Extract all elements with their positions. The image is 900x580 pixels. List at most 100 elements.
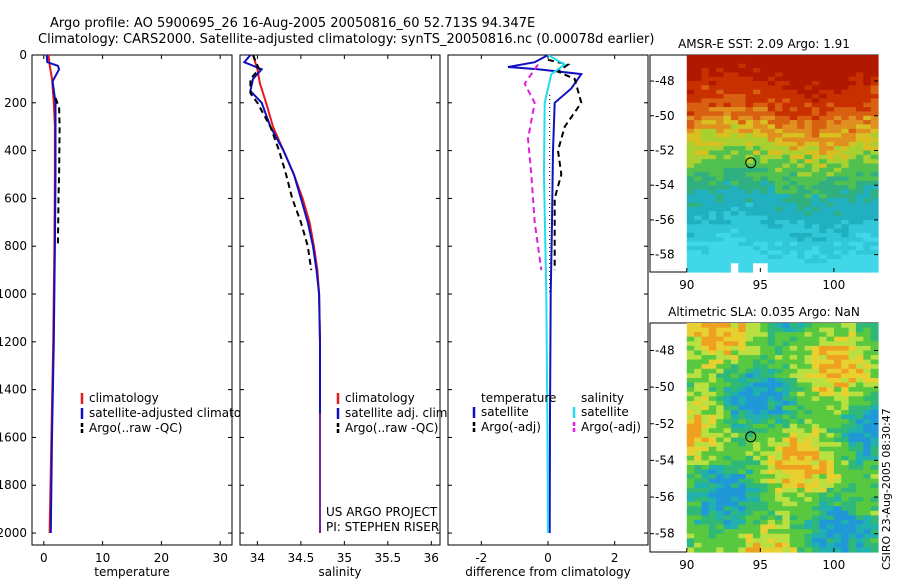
heatmap-cell	[701, 89, 710, 95]
heatmap-cell	[811, 519, 820, 526]
heatmap-cell	[694, 137, 703, 143]
heatmap-cell	[694, 501, 703, 507]
heatmap-cell	[797, 474, 806, 480]
heatmap-cell	[833, 533, 842, 539]
heatmap-cell	[686, 364, 695, 370]
heatmap-cell	[833, 497, 842, 503]
heatmap-cell	[708, 428, 717, 434]
heatmap-cell	[694, 355, 703, 361]
heatmap-cell	[745, 359, 754, 365]
heatmap-cell	[738, 428, 747, 434]
heatmap-cell	[804, 501, 813, 507]
heatmap-cell	[745, 137, 754, 143]
heatmap-cell	[848, 547, 857, 553]
heatmap-cell	[797, 323, 806, 329]
heatmap-cell	[863, 159, 872, 165]
heatmap-cell	[753, 428, 761, 434]
heatmap-cell	[848, 341, 857, 347]
heatmap-cell	[789, 373, 798, 379]
x-tick-label: 34	[250, 551, 265, 565]
heatmap-cell	[745, 442, 754, 448]
heatmap-cell	[848, 198, 857, 204]
heatmap-cell	[753, 102, 761, 108]
heatmap-cell	[738, 460, 747, 466]
heatmap-cell	[767, 176, 776, 182]
heatmap-cell	[804, 400, 813, 407]
heatmap-cell	[811, 506, 820, 512]
heatmap-cell	[804, 483, 813, 489]
heatmap-cell	[848, 102, 857, 108]
heatmap-cell	[782, 396, 791, 402]
side-stamp: CSIRO 23-Aug-2005 08:30:47	[880, 408, 893, 570]
heatmap-cell	[855, 547, 864, 553]
heatmap-cell	[775, 267, 783, 273]
heatmap-cell	[694, 81, 703, 86]
heatmap-cell	[848, 529, 857, 535]
heatmap-cell	[782, 332, 791, 338]
heatmap-cell	[855, 228, 864, 234]
heatmap-cell	[782, 400, 791, 407]
heatmap-cell	[708, 137, 717, 143]
heatmap-cell	[833, 211, 842, 217]
heatmap-cell	[730, 232, 739, 238]
heatmap-cell	[863, 387, 872, 393]
heatmap-cell	[870, 198, 879, 204]
heatmap-cell	[833, 359, 842, 365]
heatmap-cell	[694, 405, 703, 411]
heatmap-cell	[848, 519, 857, 526]
heatmap-cell	[855, 63, 864, 69]
heatmap-cell	[811, 154, 820, 160]
heatmap-cell	[753, 211, 761, 217]
heatmap-cell	[730, 128, 739, 134]
heatmap-cell	[789, 469, 798, 475]
heatmap-cell	[841, 400, 850, 407]
heatmap-cell	[789, 259, 798, 264]
heatmap-cell	[745, 94, 754, 99]
heatmap-cell	[870, 137, 879, 143]
heatmap-cell	[745, 506, 754, 512]
heatmap-cell	[819, 423, 828, 429]
heatmap-cell	[767, 137, 776, 143]
heatmap-cell	[716, 332, 725, 338]
heatmap-cell	[848, 55, 857, 60]
heatmap-cell	[694, 76, 703, 82]
heatmap-cell	[782, 55, 791, 60]
heatmap-cell	[701, 373, 710, 379]
heatmap-cell	[686, 137, 695, 143]
heatmap-cell	[804, 432, 813, 439]
heatmap-cell	[870, 336, 879, 342]
heatmap-cell	[870, 327, 879, 333]
legend-label: climatology	[345, 391, 415, 405]
heatmap-cell	[804, 215, 813, 221]
heatmap-cell	[716, 76, 725, 82]
heatmap-cell	[804, 154, 813, 160]
heatmap-cell	[767, 241, 776, 247]
heatmap-cell	[855, 332, 864, 338]
heatmap-cell	[870, 332, 879, 338]
heatmap-cell	[723, 465, 732, 471]
heatmap-cell	[811, 378, 820, 384]
heatmap-cell	[826, 437, 835, 443]
heatmap-cell	[701, 451, 710, 457]
heatmap-cell	[753, 350, 761, 356]
heatmap-cell	[855, 359, 864, 365]
heatmap-cell	[694, 400, 703, 407]
heatmap-cell	[870, 202, 879, 208]
heatmap-cell	[686, 228, 695, 234]
heatmap-cell	[819, 368, 828, 374]
heatmap-cell	[811, 547, 820, 553]
heatmap-cell	[753, 323, 761, 329]
heatmap-cell	[716, 524, 725, 530]
heatmap-cell	[701, 345, 710, 352]
heatmap-cell	[753, 460, 761, 466]
heatmap-cell	[753, 355, 761, 361]
heatmap-cell	[841, 382, 850, 388]
heatmap-cell	[797, 150, 806, 156]
heatmap-cell	[855, 396, 864, 402]
heatmap-cell	[833, 465, 842, 471]
heatmap-cell	[753, 159, 761, 165]
heatmap-cell	[723, 373, 732, 379]
heatmap-cell	[716, 373, 725, 379]
heatmap-cell	[782, 154, 791, 160]
x-tick-label: 0	[40, 551, 48, 565]
